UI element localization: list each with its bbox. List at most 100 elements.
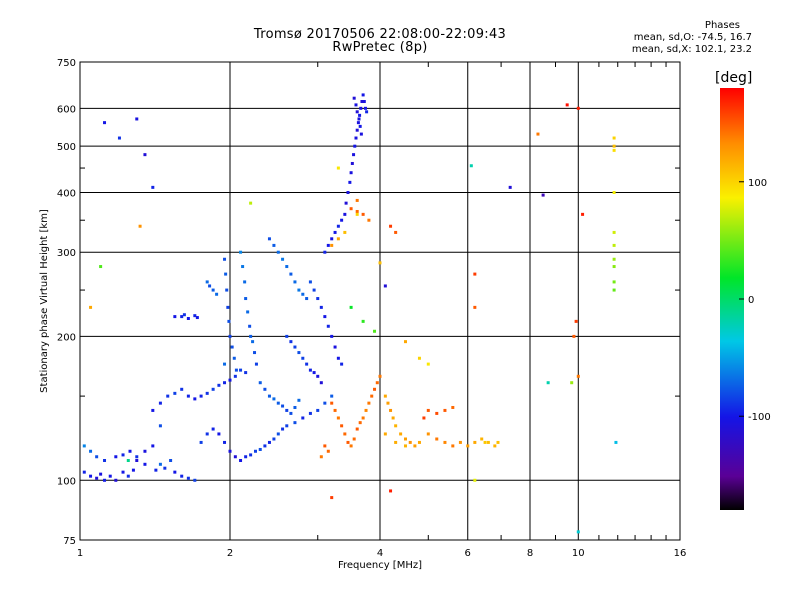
- data-point: [480, 437, 484, 441]
- data-point: [319, 455, 323, 459]
- data-point: [166, 394, 170, 398]
- chart-title: Tromsø 20170506 22:08:00-22:09:43: [253, 27, 507, 42]
- data-point: [180, 315, 184, 319]
- data-point: [458, 440, 462, 444]
- data-point: [496, 440, 500, 444]
- chart-subtitle: RwPretec (8p): [332, 40, 428, 55]
- data-point: [612, 288, 616, 292]
- data-point: [336, 356, 340, 360]
- data-point: [151, 444, 155, 448]
- data-point: [272, 397, 276, 401]
- data-point: [248, 324, 252, 328]
- data-point: [383, 284, 387, 288]
- data-point: [330, 243, 334, 247]
- data-point: [570, 381, 574, 385]
- data-point: [297, 398, 301, 402]
- data-point: [281, 404, 285, 408]
- data-point: [186, 394, 190, 398]
- data-point: [249, 453, 253, 457]
- data-point: [117, 136, 121, 140]
- data-point: [173, 391, 177, 395]
- data-point: [246, 310, 250, 314]
- data-point: [281, 427, 285, 431]
- data-point: [383, 394, 387, 398]
- data-point: [195, 316, 199, 320]
- data-point: [346, 190, 350, 194]
- data-point: [333, 230, 337, 234]
- data-point: [340, 362, 344, 366]
- data-point: [82, 444, 86, 448]
- data-point: [451, 405, 455, 409]
- data-point: [373, 329, 377, 333]
- data-point: [154, 468, 158, 472]
- data-point: [208, 284, 212, 288]
- data-point: [224, 272, 228, 276]
- data-point: [308, 280, 312, 284]
- data-point: [301, 416, 305, 420]
- data-point: [326, 449, 330, 453]
- data-point: [138, 224, 142, 228]
- data-point: [357, 117, 361, 121]
- data-point: [612, 136, 616, 140]
- data-point: [223, 381, 227, 385]
- data-point: [612, 257, 616, 261]
- data-point: [253, 351, 257, 355]
- data-point: [426, 432, 430, 436]
- data-point: [349, 207, 353, 211]
- y-tick-label: 750: [57, 58, 76, 69]
- data-point: [230, 345, 234, 349]
- data-point: [211, 387, 215, 391]
- data-point: [466, 444, 470, 448]
- data-point: [340, 218, 344, 222]
- data-point: [426, 362, 430, 366]
- data-point: [361, 319, 365, 323]
- data-point: [293, 345, 297, 349]
- data-point: [360, 100, 364, 104]
- data-point: [354, 103, 358, 107]
- data-point: [308, 411, 312, 415]
- data-point: [121, 453, 125, 457]
- data-point: [232, 356, 236, 360]
- data-point: [103, 121, 107, 125]
- data-point: [211, 288, 215, 292]
- data-point: [612, 144, 616, 148]
- data-point: [352, 96, 356, 100]
- data-point: [308, 368, 312, 372]
- data-point: [205, 432, 209, 436]
- data-point: [131, 468, 135, 472]
- data-point: [169, 458, 173, 462]
- data-point: [89, 474, 93, 478]
- data-point: [301, 356, 305, 360]
- data-point: [99, 265, 103, 269]
- data-point: [135, 458, 139, 462]
- data-point: [319, 305, 323, 309]
- data-point: [95, 455, 99, 459]
- data-point: [258, 447, 262, 451]
- data-point: [215, 292, 219, 296]
- data-point: [389, 408, 393, 412]
- data-point: [378, 374, 382, 378]
- data-point: [103, 458, 107, 462]
- data-point: [193, 478, 197, 482]
- data-point: [276, 401, 280, 405]
- data-point: [367, 401, 371, 405]
- x-tick-label: 1: [77, 548, 83, 559]
- data-point: [330, 496, 334, 500]
- data-point: [383, 432, 387, 436]
- data-point: [344, 201, 348, 205]
- data-point: [473, 440, 477, 444]
- data-point: [576, 106, 580, 110]
- data-point: [158, 401, 162, 405]
- data-point: [285, 334, 289, 338]
- data-point: [364, 408, 368, 412]
- data-point: [305, 297, 309, 301]
- data-point: [243, 280, 247, 284]
- data-point: [289, 340, 293, 344]
- data-point: [126, 458, 130, 462]
- data-point: [228, 378, 232, 382]
- data-point: [89, 305, 93, 309]
- data-point: [272, 437, 276, 441]
- data-point: [267, 237, 271, 241]
- data-point: [103, 478, 107, 482]
